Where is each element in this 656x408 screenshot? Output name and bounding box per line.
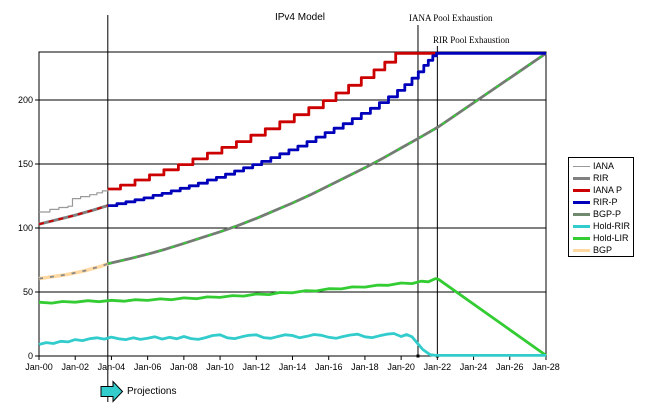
plot-border — [38, 51, 547, 357]
legend-swatch-rir-p — [573, 200, 590, 204]
legend-item-hold-rir: Hold-RIR — [573, 220, 633, 232]
series-bgp — [38, 262, 109, 281]
y-tick-label: 100 — [18, 223, 33, 233]
x-tick-label: Jan-26 — [496, 362, 524, 372]
x-tick-label: Jan-08 — [170, 362, 198, 372]
series-iana — [39, 189, 109, 213]
x-tick-label: Jan-16 — [315, 362, 343, 372]
series-iana-p — [107, 51, 439, 191]
annotation-rir-pool-exhaustion: RIR Pool Exhaustion — [433, 35, 510, 45]
x-tick-label: Jan-20 — [387, 362, 415, 372]
projections-label: Projections — [127, 386, 177, 397]
y-tick-label: 0 — [28, 351, 33, 361]
legend: IANA RIR IANA P RIR-P BGP-P Hold-RIR Hol… — [568, 157, 634, 257]
legend-item-hold-lir: Hold-LIR — [573, 232, 633, 244]
legend-item-rir: RIR — [573, 172, 633, 184]
legend-item-bgp-p: BGP-P — [573, 208, 633, 220]
x-tick-label: Jan-22 — [424, 362, 452, 372]
y-tick-label: 50 — [23, 287, 33, 297]
x-tick-label: Jan-00 — [25, 362, 53, 372]
legend-label: RIR — [593, 173, 609, 183]
y-tick-label: 200 — [18, 95, 33, 105]
legend-swatch-rir — [573, 176, 590, 180]
y-tick-label: 150 — [18, 159, 33, 169]
legend-swatch-bgp — [573, 248, 590, 252]
x-tick-label: Jan-02 — [61, 362, 89, 372]
x-tick-label: Jan-12 — [243, 362, 271, 372]
series-rir-p — [107, 51, 546, 207]
x-tick-label: Jan-04 — [98, 362, 126, 372]
legend-label: BGP-P — [593, 209, 622, 219]
legend-swatch-bgp-p — [573, 212, 590, 216]
x-tick-label: Jan-28 — [532, 362, 560, 372]
legend-item-rir-p: RIR-P — [573, 196, 633, 208]
legend-swatch-iana — [573, 165, 590, 167]
legend-swatch-hold-rir — [573, 224, 590, 228]
legend-swatch-iana-p — [573, 188, 590, 192]
legend-label: RIR-P — [593, 197, 618, 207]
series-hold-lir — [38, 277, 547, 357]
x-tick-label: Jan-24 — [460, 362, 488, 372]
annotation-iana-pool-exhaustion: IANA Pool Exhaustion — [409, 13, 493, 23]
legend-item-iana-p: IANA P — [573, 184, 633, 196]
x-tick-label: Jan-10 — [206, 362, 234, 372]
series-bgp-p-history-overlay — [38, 262, 109, 280]
x-tick-label: Jan-14 — [279, 362, 307, 372]
x-tick-label: Jan-06 — [134, 362, 162, 372]
series-bgp-p-green-overlay — [107, 52, 547, 265]
x-tick-label: Jan-18 — [351, 362, 379, 372]
chart-title: IPv4 Model — [274, 12, 326, 23]
legend-item-bgp: BGP — [573, 244, 633, 256]
legend-swatch-hold-lir — [573, 236, 590, 240]
series-hold-rir — [38, 332, 546, 357]
event-marker — [416, 354, 420, 358]
series-bgp-p — [107, 52, 547, 266]
series-iana-p-history-overlay — [38, 204, 109, 226]
legend-item-iana: IANA — [573, 160, 633, 172]
legend-label: IANA — [593, 161, 615, 171]
legend-label: Hold-LIR — [593, 233, 629, 243]
legend-label: IANA P — [593, 185, 623, 195]
legend-label: Hold-RIR — [593, 221, 631, 231]
legend-label: BGP — [593, 245, 613, 255]
projections-arrow-icon — [100, 380, 124, 403]
